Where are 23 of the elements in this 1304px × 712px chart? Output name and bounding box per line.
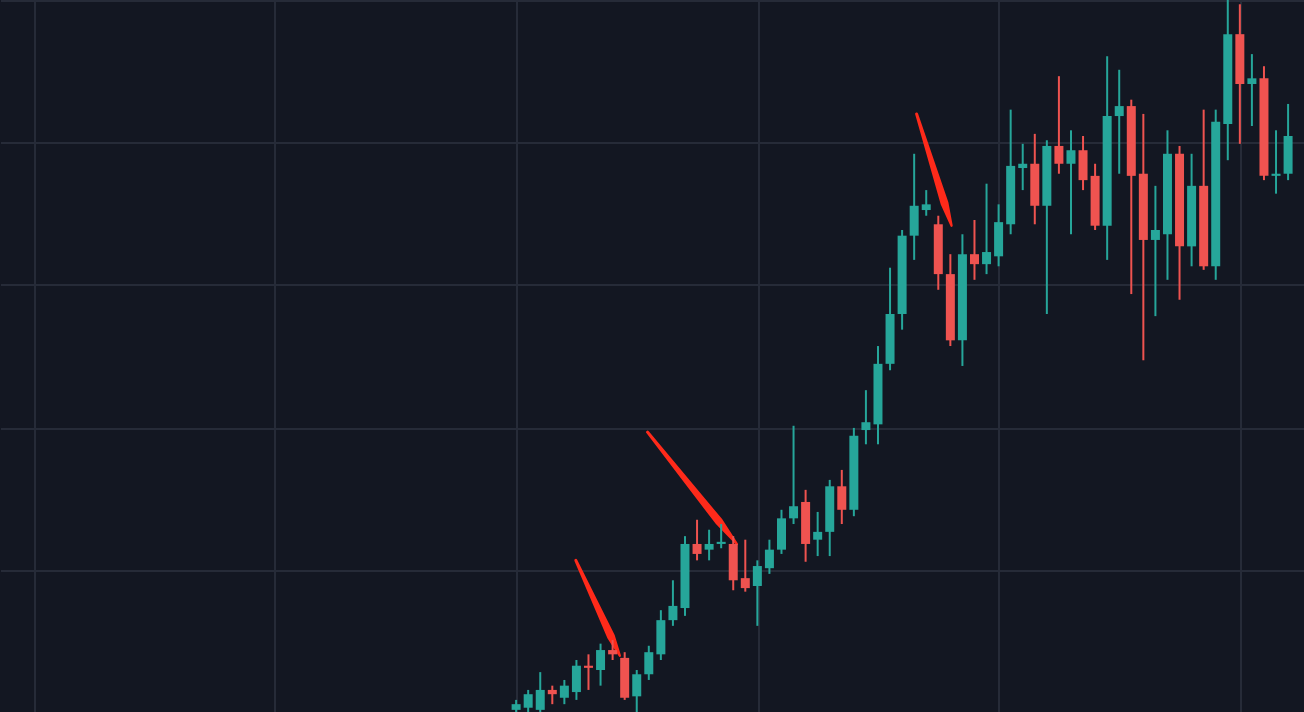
candlestick xyxy=(716,523,726,550)
candlestick xyxy=(632,668,642,712)
candlestick xyxy=(692,518,702,562)
candlestick xyxy=(1247,53,1257,128)
candlestick xyxy=(1114,68,1124,175)
candlestick xyxy=(583,653,593,691)
candlestick xyxy=(837,468,847,526)
candlestick xyxy=(825,478,835,558)
candlestick xyxy=(1066,129,1076,236)
candlestick xyxy=(1054,75,1064,175)
candlestick xyxy=(620,651,630,701)
candlestick xyxy=(547,684,557,706)
candlestick xyxy=(789,424,799,526)
candlestick xyxy=(801,488,811,563)
candlestick xyxy=(1271,129,1281,195)
candlestick xyxy=(776,508,786,555)
candlestick xyxy=(704,528,714,562)
candlestick xyxy=(608,639,618,662)
candlestick xyxy=(813,510,823,558)
candlestick xyxy=(1030,132,1040,226)
candlestick xyxy=(1283,102,1293,182)
candlestick xyxy=(596,642,606,687)
candlestick xyxy=(969,219,979,281)
